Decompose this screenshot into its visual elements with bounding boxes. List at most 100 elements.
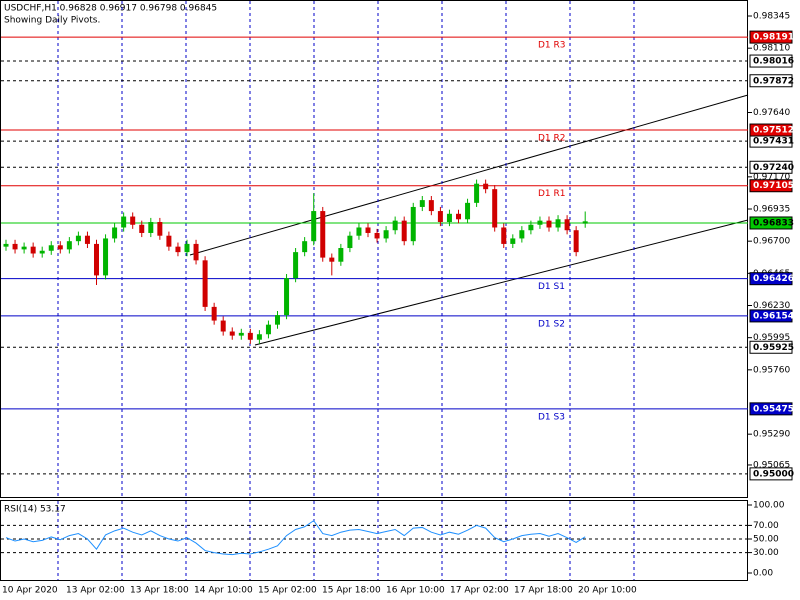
candle-body bbox=[365, 227, 371, 233]
x-tick-label: 14 Apr 10:00 bbox=[194, 586, 253, 596]
y-tick-label: 0.95995 bbox=[753, 333, 790, 343]
x-tick-label: 20 Apr 10:00 bbox=[578, 586, 637, 596]
candle-body bbox=[139, 224, 145, 233]
price-label: 0.96833 bbox=[753, 218, 794, 228]
x-tick-label: 15 Apr 18:00 bbox=[322, 586, 381, 596]
candle-body bbox=[582, 221, 588, 224]
candle-body bbox=[238, 332, 244, 336]
level-box bbox=[749, 54, 793, 68]
x-tick-label: 10 Apr 2020 bbox=[2, 586, 58, 596]
pivot-label: 0.96154 bbox=[753, 311, 794, 321]
rsi-title: RSI(14) 53.17 bbox=[4, 505, 66, 515]
pivot-name: D1 R1 bbox=[538, 189, 566, 199]
chart-subtitle: Showing Daily Pivots. bbox=[4, 16, 100, 26]
candle-body bbox=[510, 238, 516, 244]
candle-body bbox=[265, 324, 271, 335]
rsi-frame bbox=[0, 500, 748, 581]
x-tick-label: 17 Apr 18:00 bbox=[514, 586, 573, 596]
candle-body bbox=[501, 227, 507, 244]
pivot-label: 0.95475 bbox=[753, 404, 794, 414]
candle-body bbox=[456, 213, 461, 220]
pivot-box bbox=[749, 309, 793, 323]
pivot-box bbox=[749, 123, 793, 137]
candle-body bbox=[329, 257, 335, 262]
level-box bbox=[749, 160, 793, 174]
candle-body bbox=[57, 245, 63, 250]
candle-body bbox=[3, 243, 9, 247]
pivot-box bbox=[749, 402, 793, 416]
channel-upper bbox=[189, 94, 749, 256]
candle-body bbox=[48, 245, 54, 251]
level-box bbox=[749, 467, 793, 481]
candle-body bbox=[202, 260, 208, 307]
candle-body bbox=[166, 235, 172, 247]
candle-body bbox=[537, 220, 543, 225]
candle-body bbox=[555, 219, 561, 228]
pivot-box bbox=[749, 30, 793, 44]
candle-body bbox=[347, 235, 353, 249]
pivot-name: D1 S1 bbox=[538, 282, 565, 292]
candle-body bbox=[229, 331, 235, 336]
candle-body bbox=[492, 189, 498, 228]
candle-body bbox=[247, 332, 253, 340]
candle-body bbox=[465, 202, 471, 220]
candle-body bbox=[130, 216, 136, 225]
candle-body bbox=[220, 320, 226, 332]
candle-body bbox=[564, 219, 570, 231]
candle-body bbox=[256, 334, 262, 340]
candle-body bbox=[519, 230, 525, 239]
x-tick-label: 13 Apr 18:00 bbox=[130, 586, 189, 596]
candle-body bbox=[446, 213, 452, 223]
rsi-tick-label: 100.00 bbox=[753, 501, 785, 511]
channel-lower bbox=[254, 219, 749, 346]
x-tick-label: 13 Apr 02:00 bbox=[66, 586, 125, 596]
candle-body bbox=[66, 241, 72, 250]
y-tick-label: 0.97170 bbox=[753, 172, 790, 182]
candle-body bbox=[419, 200, 425, 207]
candle-body bbox=[374, 232, 380, 239]
y-tick-label: 0.98110 bbox=[753, 44, 790, 54]
chart-title: USDCHF,H1 0.96828 0.96917 0.96798 0.9684… bbox=[4, 4, 217, 14]
candle-body bbox=[94, 243, 99, 276]
level-label: 0.97240 bbox=[753, 163, 794, 173]
candle-body bbox=[428, 200, 434, 212]
level-label: 0.97431 bbox=[753, 137, 794, 147]
candle-body bbox=[211, 306, 217, 321]
candle-body bbox=[284, 278, 290, 316]
candle-body bbox=[193, 243, 199, 261]
candle-body bbox=[401, 220, 407, 242]
level-box bbox=[749, 74, 793, 88]
candle-body bbox=[84, 235, 90, 244]
x-tick-label: 15 Apr 02:00 bbox=[258, 586, 317, 596]
pivot-box bbox=[749, 179, 793, 193]
x-tick-label: 17 Apr 02:00 bbox=[450, 586, 509, 596]
candle-body bbox=[148, 222, 154, 233]
y-tick-label: 0.95065 bbox=[753, 460, 790, 470]
candle-body bbox=[12, 243, 18, 250]
rsi-line bbox=[5, 519, 586, 556]
candle-body bbox=[573, 230, 579, 253]
level-box bbox=[749, 340, 793, 354]
y-tick-label: 0.96935 bbox=[753, 205, 790, 215]
rsi-tick-label: 0.00 bbox=[753, 569, 773, 579]
y-tick-label: 0.95290 bbox=[753, 430, 790, 440]
candle-body bbox=[121, 216, 127, 228]
candle-body bbox=[30, 246, 36, 254]
level-label: 0.97872 bbox=[753, 76, 794, 86]
candle-body bbox=[483, 183, 489, 190]
candle-body bbox=[75, 235, 81, 242]
level-label: 0.98016 bbox=[753, 57, 794, 67]
pivot-name: D1 S3 bbox=[538, 412, 565, 422]
y-tick-label: 0.96230 bbox=[753, 301, 790, 311]
y-tick-label: 0.97640 bbox=[753, 108, 790, 118]
pivot-label: 0.97105 bbox=[753, 181, 794, 191]
x-tick-label: 16 Apr 10:00 bbox=[386, 586, 445, 596]
rsi-tick-label: 30.00 bbox=[753, 548, 779, 558]
candle-body bbox=[293, 252, 299, 279]
candle-body bbox=[437, 211, 443, 223]
candle-body bbox=[21, 246, 27, 250]
candle-body bbox=[474, 183, 480, 203]
rsi-tick-label: 70.00 bbox=[753, 521, 779, 531]
price-box bbox=[749, 216, 793, 230]
